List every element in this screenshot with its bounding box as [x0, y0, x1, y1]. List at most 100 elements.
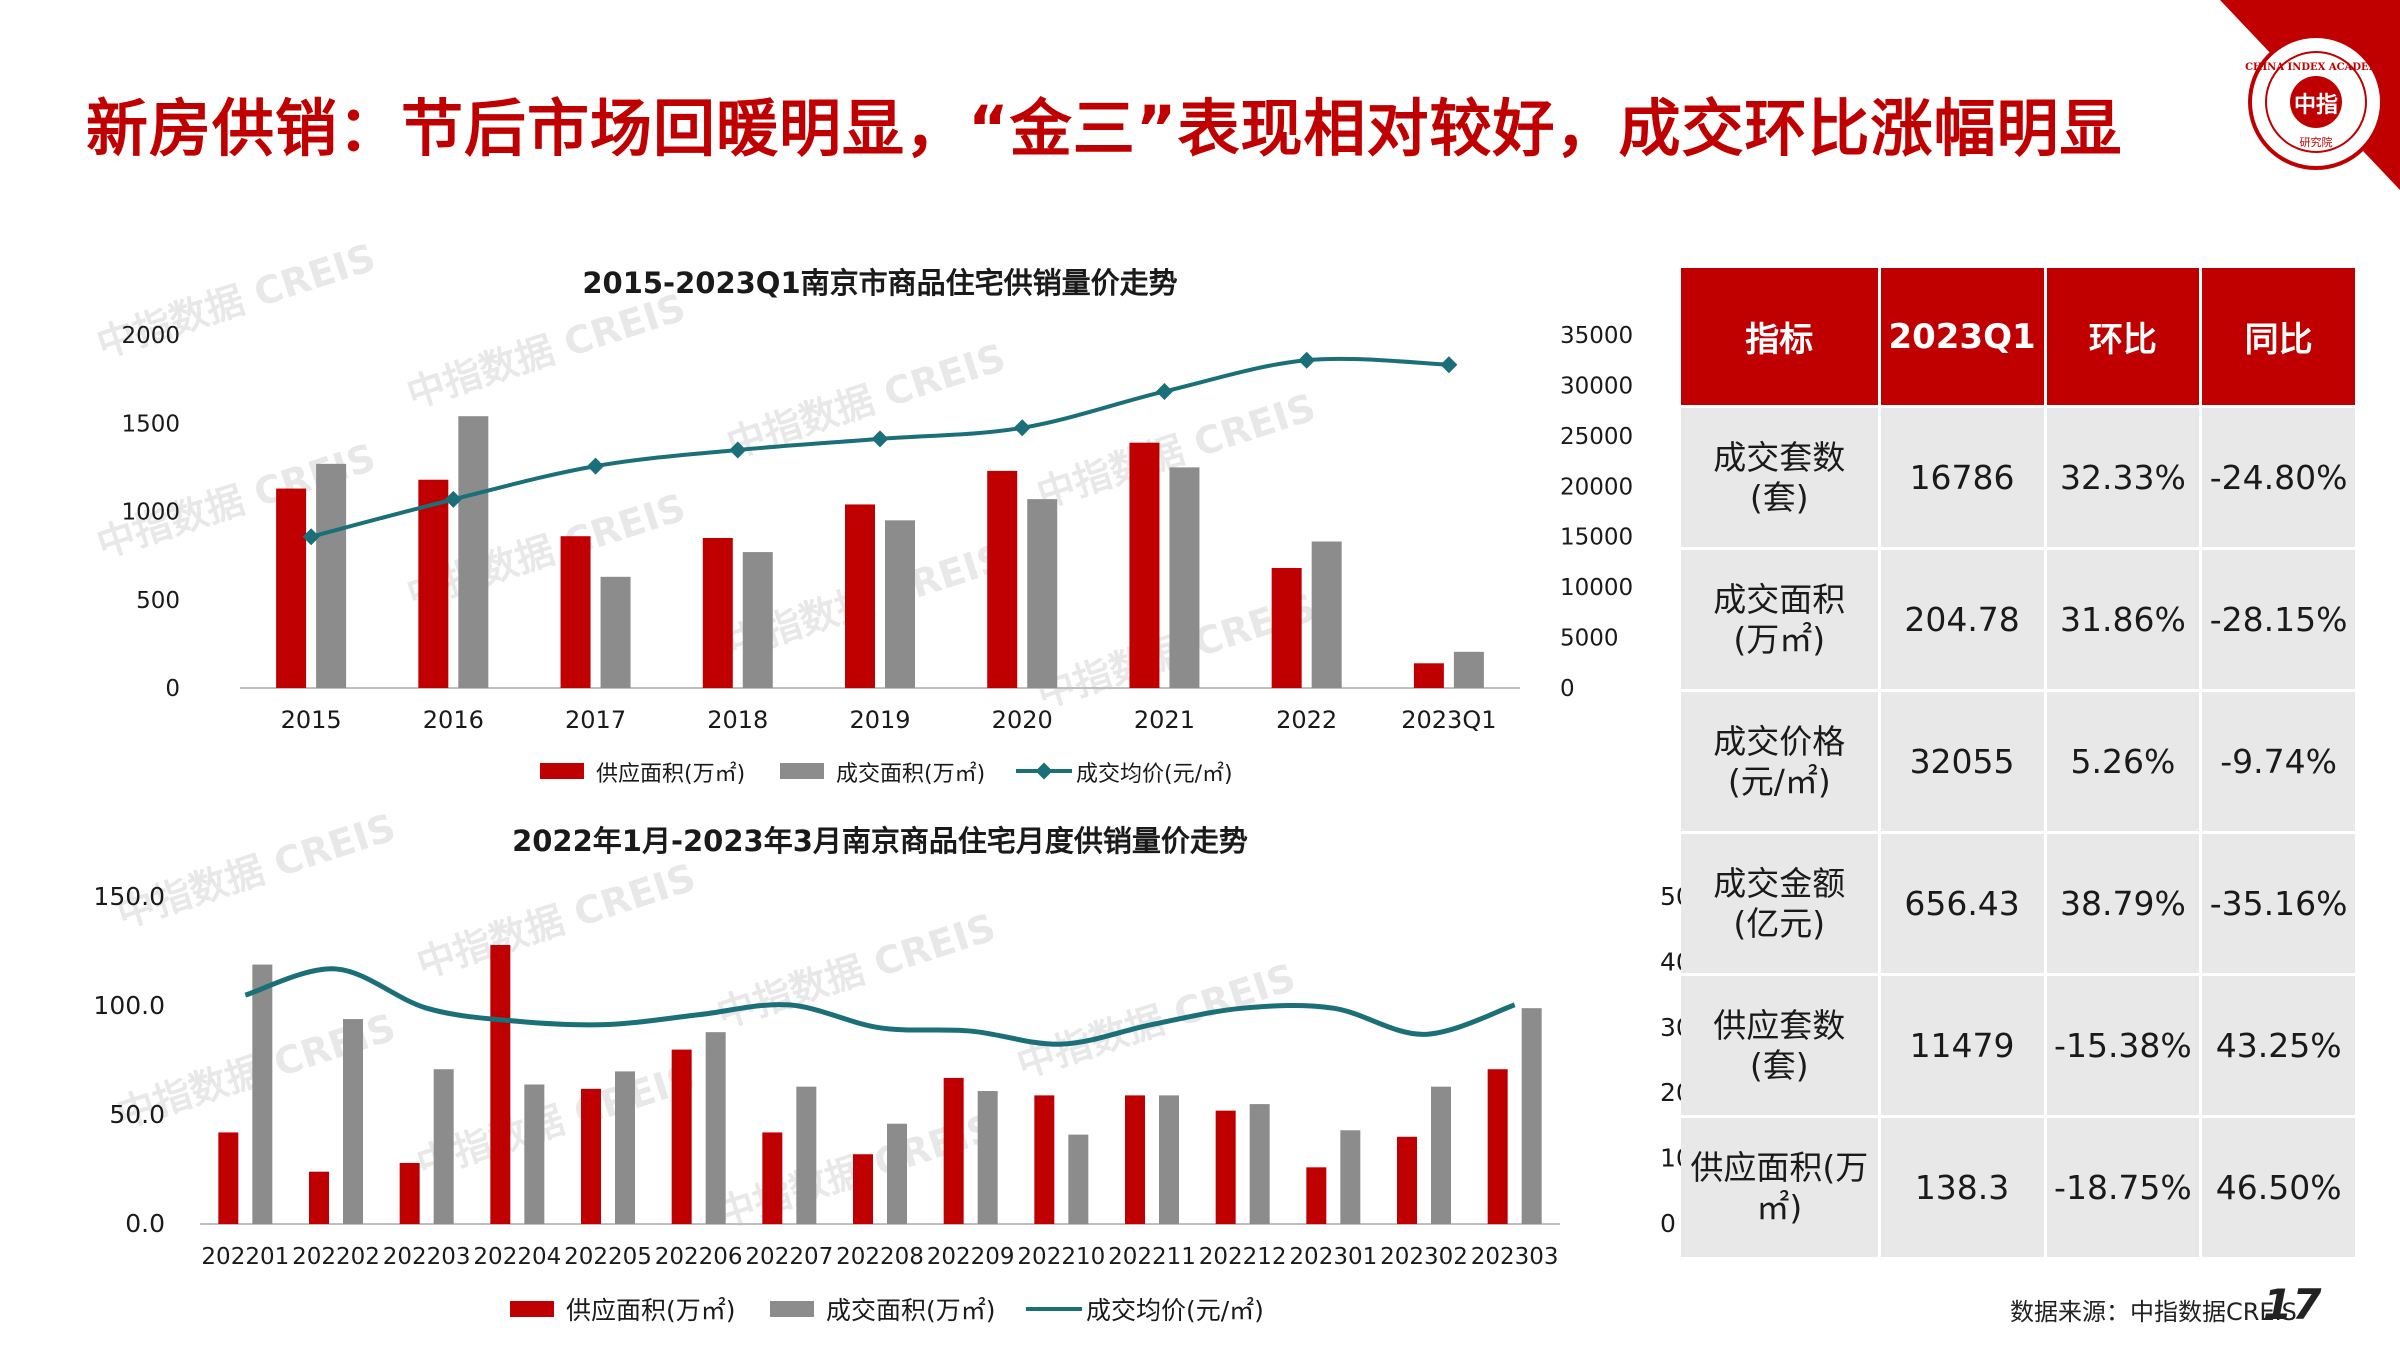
price-line	[244, 966, 1516, 1047]
x-tick-label: 2022	[1276, 706, 1337, 734]
y2-tick-label: 10000	[1560, 575, 1633, 601]
supply-bar	[1397, 1136, 1417, 1224]
supply-bar	[845, 504, 875, 688]
x-tick-label: 2016	[423, 706, 484, 734]
row-yoy: -9.74%	[2202, 692, 2355, 831]
row-label: 成交套数 (套)	[1681, 408, 1878, 547]
table-row: 成交金额 (亿元) 656.43 38.79% -35.16%	[1681, 834, 2355, 973]
supply-bar	[1487, 1069, 1508, 1224]
supply-bar	[1306, 1167, 1327, 1224]
y2-tick-label: 35000	[1560, 323, 1633, 349]
row-mom: 31.86%	[2046, 550, 2200, 689]
x-tick-label: 202302	[1380, 1244, 1468, 1270]
row-value: 16786	[1880, 408, 2044, 547]
sales-bar	[458, 416, 489, 688]
table-row: 成交面积 (万㎡) 204.78 31.86% -28.15%	[1681, 550, 2355, 689]
x-tick-label: 2023Q1	[1401, 706, 1496, 734]
x-tick-label: 202210	[1017, 1244, 1105, 1270]
y-tick-label: 2000	[121, 323, 180, 349]
chart-title: 2022年1月-2023年3月南京商品住宅月度供销量价走势	[512, 824, 1248, 858]
sales-bar	[1453, 651, 1484, 688]
x-tick-label: 202301	[1289, 1244, 1377, 1270]
row-mom: 38.79%	[2046, 834, 2200, 973]
table-row: 供应套数 (套) 11479 -15.38% 43.25%	[1681, 976, 2355, 1115]
logo-ring-text: CHINA INDEX ACADEMY	[2245, 62, 2388, 73]
x-tick-label: 202212	[1199, 1244, 1287, 1270]
legend-label: 成交面积(万㎡)	[836, 761, 985, 787]
y-tick-label: 100.0	[93, 991, 165, 1020]
x-tick-label: 202303	[1471, 1244, 1559, 1270]
supply-bar	[1129, 442, 1160, 688]
x-tick-label: 202207	[745, 1244, 833, 1270]
sales-bar	[316, 463, 347, 688]
x-tick-label: 2017	[565, 706, 626, 734]
sales-bar	[1169, 467, 1200, 688]
chart-title: 2015-2023Q1南京市商品住宅供销量价走势	[582, 266, 1177, 300]
table-row: 成交价格 (元/㎡) 32055 5.26% -9.74%	[1681, 692, 2355, 831]
header-period: 2023Q1	[1880, 268, 2044, 405]
row-label: 供应面积(万 ㎡)	[1681, 1118, 1878, 1257]
row-mom: -18.75%	[2046, 1118, 2200, 1257]
y2-tick-label: 5000	[1560, 626, 1619, 652]
x-tick-label: 202201	[201, 1244, 289, 1270]
sales-bar	[1311, 541, 1342, 688]
y-tick-label: 50.0	[109, 1100, 165, 1129]
x-tick-label: 2015	[281, 706, 342, 734]
y2-tick-label: 30000	[1560, 373, 1633, 399]
price-point	[1298, 351, 1316, 369]
x-tick-label: 202206	[655, 1244, 743, 1270]
x-tick-label: 202209	[927, 1244, 1015, 1270]
supply-bar	[1034, 1095, 1055, 1224]
logo-bottom-text: 研究院	[2300, 135, 2333, 149]
y-tick-label: 150.0	[93, 882, 165, 911]
x-tick-label: 202202	[292, 1244, 380, 1270]
sales-bar	[1249, 1104, 1270, 1224]
page-title: 新房供销：节后市场回暖明显，“金三”表现相对较好，成交环比涨幅明显	[86, 92, 2123, 165]
legend-label: 成交面积(万㎡)	[826, 1296, 996, 1325]
sales-bar	[433, 1069, 454, 1224]
x-tick-label: 202205	[564, 1244, 652, 1270]
y2-tick-label: 25000	[1560, 424, 1633, 450]
row-mom: 5.26%	[2046, 692, 2200, 831]
logo-center-text: 中指	[2294, 93, 2338, 118]
summary-table: 指标 2023Q1 环比 同比 成交套数 (套) 16786 32.33% -24…	[1678, 265, 2358, 1260]
legend-swatch	[770, 1301, 814, 1317]
price-point	[729, 441, 747, 459]
sales-bar	[600, 576, 631, 688]
header-mom: 环比	[2046, 268, 2200, 405]
table-row: 供应面积(万 ㎡) 138.3 -18.75% 46.50%	[1681, 1118, 2355, 1257]
header-yoy: 同比	[2202, 268, 2355, 405]
sales-bar	[1340, 1130, 1361, 1224]
sales-bar	[705, 1032, 726, 1224]
supply-bar	[399, 1162, 420, 1224]
x-tick-label: 202211	[1108, 1244, 1196, 1270]
corner-logo: 中指 CHINA INDEX ACADEMY 研究院	[2220, 0, 2400, 190]
x-tick-label: 2019	[849, 706, 910, 734]
sales-bar	[1068, 1134, 1089, 1224]
row-label: 成交面积 (万㎡)	[1681, 550, 1878, 689]
price-point	[1440, 356, 1458, 374]
row-value: 11479	[1880, 976, 2044, 1115]
price-point	[444, 490, 462, 508]
supply-bar	[309, 1171, 329, 1224]
price-point	[1013, 419, 1031, 437]
supply-bar	[762, 1132, 783, 1224]
supply-bar	[1413, 663, 1444, 688]
supply-bar	[702, 537, 733, 688]
sales-bar	[1431, 1086, 1451, 1224]
y-tick-label: 0.0	[125, 1209, 165, 1238]
price-point	[587, 457, 605, 475]
x-tick-label: 2018	[707, 706, 768, 734]
supply-bar	[218, 1132, 239, 1224]
price-point	[1155, 382, 1173, 400]
sales-bar	[977, 1091, 998, 1224]
row-label: 供应套数 (套)	[1681, 976, 1878, 1115]
y2-tick-label: 0	[1560, 676, 1575, 702]
table-header-row: 指标 2023Q1 环比 同比	[1681, 268, 2355, 405]
x-tick-label: 202208	[836, 1244, 924, 1270]
supply-bar	[671, 1049, 692, 1224]
sales-bar	[252, 964, 273, 1224]
sales-bar	[885, 520, 915, 688]
sales-bar	[1027, 499, 1058, 688]
